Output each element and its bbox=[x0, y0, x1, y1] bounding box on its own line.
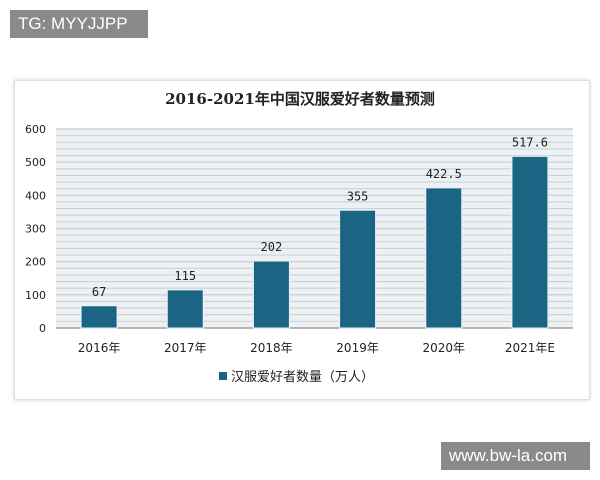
y-tick-label: 200 bbox=[25, 256, 46, 269]
data-label: 115 bbox=[174, 269, 196, 283]
y-tick-label: 600 bbox=[25, 123, 46, 136]
x-tick-label: 2016年 bbox=[78, 341, 121, 355]
bar bbox=[80, 305, 118, 329]
chart-title: 2016-2021年中国汉服爱好者数量预测 bbox=[165, 90, 435, 108]
watermark-top-left: TG: MYYJJPP bbox=[10, 10, 148, 38]
x-tick-label: 2018年 bbox=[250, 341, 293, 355]
bar bbox=[511, 155, 549, 329]
y-tick-label: 0 bbox=[39, 322, 46, 335]
x-tick-label: 2021年E bbox=[505, 341, 555, 355]
data-label: 202 bbox=[261, 240, 283, 254]
watermark-bottom-right: www.bw-la.com bbox=[441, 442, 590, 470]
data-label: 355 bbox=[347, 189, 369, 203]
bar bbox=[166, 289, 204, 329]
y-tick-label: 100 bbox=[25, 289, 46, 302]
data-label: 517.6 bbox=[512, 135, 548, 149]
y-tick-label: 300 bbox=[25, 223, 46, 236]
bar bbox=[252, 260, 290, 329]
y-tick-label: 500 bbox=[25, 156, 46, 169]
data-label: 67 bbox=[92, 285, 106, 299]
y-tick-label: 400 bbox=[25, 189, 46, 202]
data-label: 422.5 bbox=[426, 167, 462, 181]
x-tick-label: 2020年 bbox=[422, 341, 465, 355]
legend-label: 汉服爱好者数量（万人） bbox=[231, 370, 374, 385]
bar bbox=[339, 209, 377, 329]
legend-swatch bbox=[219, 372, 227, 380]
x-tick-label: 2017年 bbox=[164, 341, 207, 355]
bar bbox=[425, 187, 463, 329]
chart-frame bbox=[14, 80, 590, 400]
x-tick-label: 2019年 bbox=[336, 341, 379, 355]
